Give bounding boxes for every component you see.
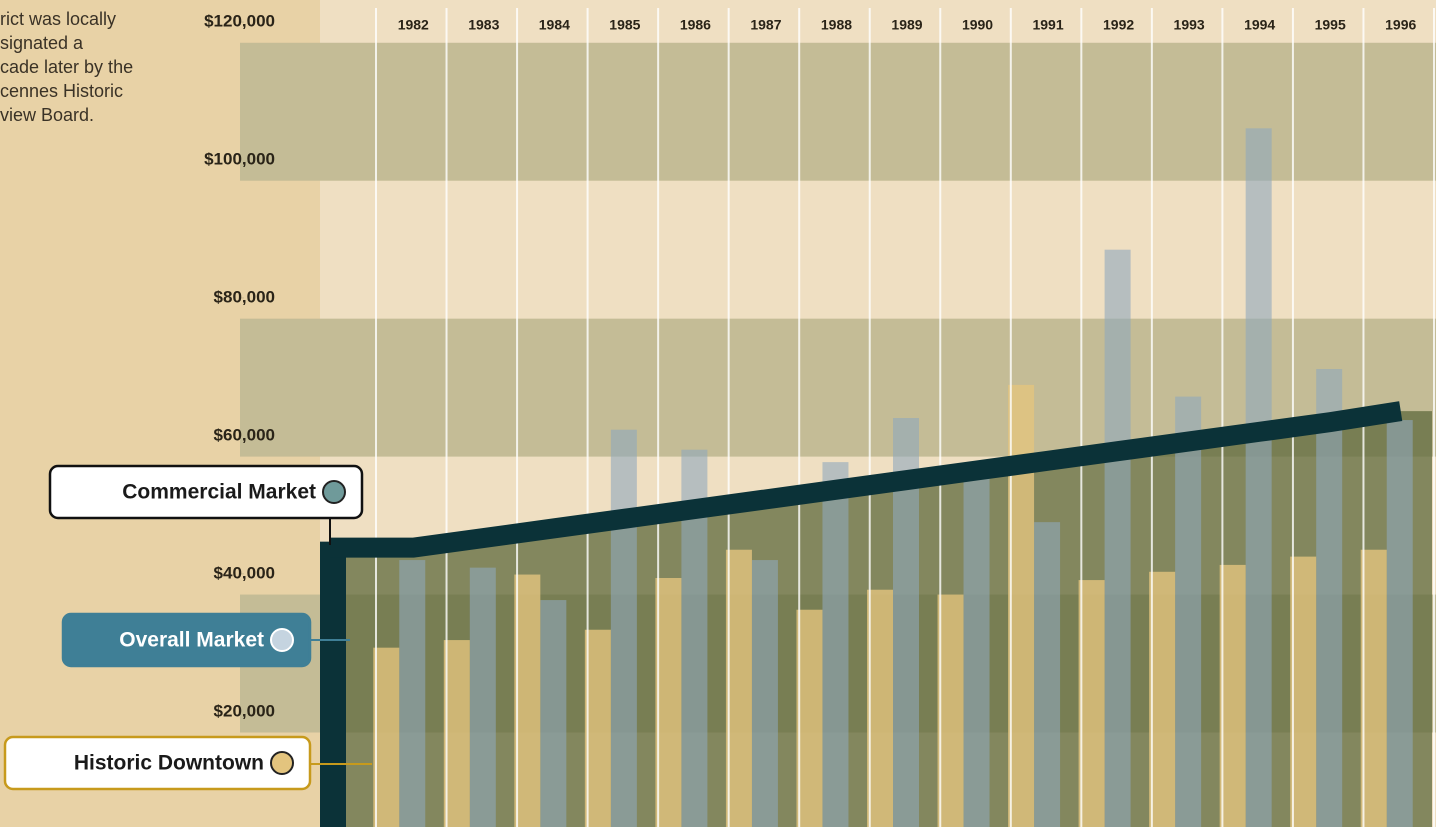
x-tick-label: 1995 — [1315, 17, 1346, 33]
bar — [540, 600, 567, 827]
bar — [1245, 128, 1272, 827]
legend-box — [61, 612, 312, 668]
x-tick-label: 1994 — [1244, 17, 1275, 33]
legend-label: Overall Market — [119, 629, 264, 652]
x-tick-label: 1982 — [398, 17, 429, 33]
x-tick-label: 1986 — [680, 17, 711, 33]
bar — [1034, 522, 1061, 827]
y-tick-label: $80,000 — [214, 287, 275, 306]
legend-dot — [270, 628, 294, 652]
x-tick-label: 1996 — [1385, 17, 1416, 33]
bar — [963, 477, 990, 827]
y-tick-label: $20,000 — [214, 701, 275, 720]
bar — [1104, 249, 1131, 827]
x-tick-label: 1990 — [962, 17, 993, 33]
bar — [751, 560, 778, 827]
x-tick-label: 1987 — [750, 17, 781, 33]
bar — [937, 594, 964, 827]
bar — [1149, 571, 1176, 827]
bar — [399, 560, 426, 827]
legend-dot — [270, 751, 294, 775]
bar — [610, 429, 637, 827]
note-line: cade later by the — [0, 57, 133, 77]
band — [240, 42, 1436, 181]
x-tick-label: 1992 — [1103, 17, 1134, 33]
x-tick-label: 1988 — [821, 17, 852, 33]
bar — [1290, 556, 1317, 827]
x-tick-label: 1989 — [891, 17, 922, 33]
bar — [1008, 384, 1035, 827]
bar — [1078, 580, 1105, 827]
commercial-start — [320, 541, 346, 827]
note-line: view Board. — [0, 105, 94, 125]
legend-dot — [322, 480, 346, 504]
bar — [655, 578, 682, 827]
bar — [1316, 369, 1343, 827]
bar — [867, 589, 893, 827]
bar — [1360, 549, 1387, 827]
y-tick-label: $100,000 — [204, 150, 275, 169]
legend-label: Historic Downtown — [74, 752, 264, 775]
x-tick-label: 1983 — [468, 17, 499, 33]
bar — [584, 629, 611, 827]
bar — [1175, 396, 1202, 827]
y-tick-label: $40,000 — [214, 563, 275, 582]
bar — [469, 567, 496, 827]
bar — [1386, 420, 1413, 827]
note-line: signated a — [0, 33, 84, 53]
x-tick-label: 1991 — [1032, 17, 1063, 33]
x-tick-label: 1985 — [609, 17, 640, 33]
legend-box — [3, 735, 312, 791]
note-line: rict was locally — [0, 9, 116, 29]
legend-box — [48, 464, 364, 520]
bar — [822, 462, 849, 827]
y-tick-label: $120,000 — [204, 12, 275, 31]
bar — [1219, 564, 1246, 827]
x-tick-label: 1984 — [539, 17, 570, 33]
commercial-line — [330, 401, 1403, 558]
x-tick-label: 1993 — [1174, 17, 1205, 33]
bar — [796, 609, 823, 827]
bar — [725, 549, 752, 827]
bar — [443, 640, 470, 827]
note-line: cennes Historic — [0, 81, 123, 101]
y-tick-label: $60,000 — [214, 425, 275, 444]
legend-label: Commercial Market — [122, 481, 316, 504]
bar — [514, 574, 541, 827]
bar — [373, 647, 400, 827]
